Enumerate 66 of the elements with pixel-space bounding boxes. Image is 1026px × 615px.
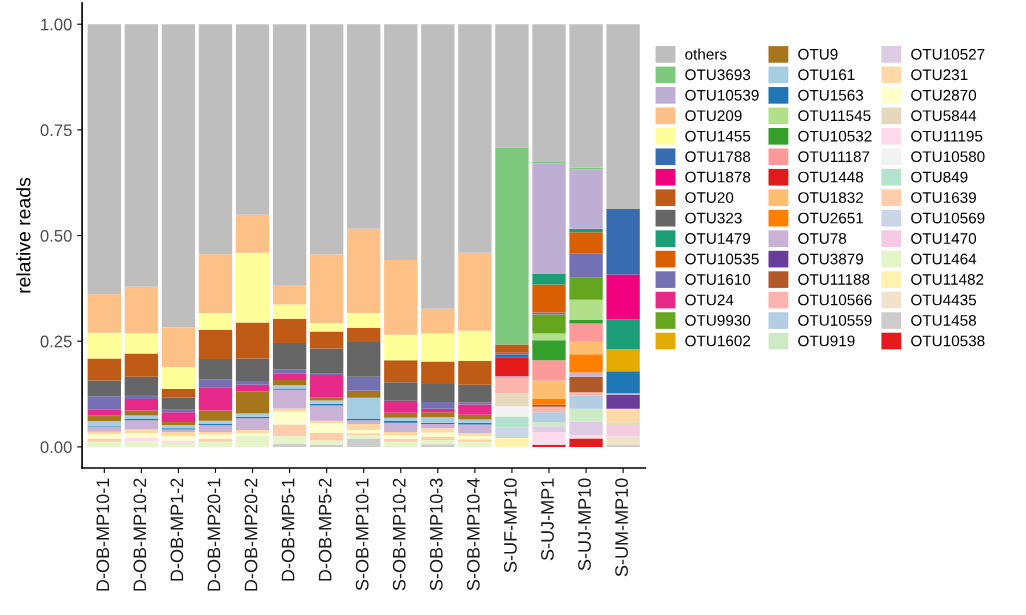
legend-label: OTU1602 xyxy=(685,335,751,347)
legend-label: others xyxy=(685,48,727,60)
legend-label: OTU1464 xyxy=(911,253,977,265)
legend-label: OTU2651 xyxy=(798,212,864,224)
legend-label: OTU5844 xyxy=(911,110,977,122)
legend-label: OTU11482 xyxy=(911,274,984,285)
y-tick-label: 0.75 xyxy=(40,124,72,137)
x-tick-label: S-UM-MP10 xyxy=(615,478,628,577)
legend-label: OTU10539 xyxy=(685,89,759,101)
legend-label: OTU10580 xyxy=(911,151,985,163)
x-tick-label: D-OB-MP10-1 xyxy=(96,478,110,591)
legend-label: OTU10538 xyxy=(911,335,985,347)
legend-label: OTU24 xyxy=(685,294,734,306)
legend-label: OTU11188 xyxy=(798,274,870,285)
legend-label: OTU1563 xyxy=(798,89,864,101)
x-tick-label: D-OB-MP10-2 xyxy=(133,478,147,591)
legend-label: OTU10569 xyxy=(911,212,985,224)
legend-label: OTU161 xyxy=(798,69,855,81)
x-tick-label: S-UJ-MP10 xyxy=(578,478,591,571)
legend-label: OTU10527 xyxy=(911,48,985,60)
legend-label: OTU1610 xyxy=(685,274,751,285)
legend-label: OTU9 xyxy=(798,48,838,60)
legend-label: OTU2870 xyxy=(911,89,977,101)
legend-label: OTU1788 xyxy=(685,151,751,163)
legend-label: OTU1479 xyxy=(685,233,751,244)
y-tick-label: 1.00 xyxy=(41,18,72,31)
legend-label: OTU1455 xyxy=(685,130,751,142)
legend-label: OTU209 xyxy=(685,110,742,122)
legend-label: OTU3879 xyxy=(798,253,864,265)
legend-label: OTU11195 xyxy=(911,130,983,142)
legend-label: OTU10559 xyxy=(798,315,872,326)
legend-label: OTU10535 xyxy=(685,253,759,265)
legend-label: OTU323 xyxy=(685,212,742,224)
x-tick-label: S-OB-MP10-4 xyxy=(466,478,480,591)
x-tick-label: S-OB-MP10-3 xyxy=(429,478,443,591)
x-tick-label: S-UF-MP10 xyxy=(504,478,517,573)
x-tick-label: D-OB-MP5-1 xyxy=(281,478,295,581)
legend-label: OTU919 xyxy=(798,335,855,347)
legend-label: OTU11545 xyxy=(798,110,871,122)
legend-label: OTU10566 xyxy=(798,294,872,306)
x-tick-label: S-OB-MP10-1 xyxy=(355,478,369,591)
legend-label: OTU1832 xyxy=(798,192,863,203)
legend-label: OTU20 xyxy=(685,192,734,203)
legend-label: OTU849 xyxy=(911,171,968,183)
y-tick-label: 0.50 xyxy=(40,229,72,242)
x-tick-label: S-OB-MP10-2 xyxy=(392,478,406,591)
legend-label: OTU3693 xyxy=(685,69,751,81)
x-tick-label: D-OB-MP20-1 xyxy=(207,478,221,591)
legend-label: OTU231 xyxy=(911,69,968,81)
legend-label: OTU10532 xyxy=(798,130,872,142)
legend-label: OTU1639 xyxy=(911,192,976,203)
legend-label: OTU9930 xyxy=(685,315,751,326)
legend-label: OTU1470 xyxy=(911,233,977,244)
x-tick-label: D-OB-MP1-2 xyxy=(170,478,184,581)
legend-label: OTU1448 xyxy=(798,171,864,183)
x-tick-label: D-OB-MP5-2 xyxy=(318,478,332,581)
y-axis-title: relative reads xyxy=(16,177,31,293)
y-tick-label: 0.25 xyxy=(40,335,72,348)
legend-label: OTU4435 xyxy=(911,294,977,306)
legend-label: OTU1878 xyxy=(685,171,751,183)
x-tick-label: D-OB-MP20-2 xyxy=(244,478,258,591)
legend-label: OTU78 xyxy=(798,233,847,244)
x-tick-label: S-UJ-MP1 xyxy=(541,478,554,561)
legend-label: OTU11187 xyxy=(798,151,870,163)
y-tick-label: 0.00 xyxy=(40,441,72,454)
legend-label: OTU1458 xyxy=(911,315,977,326)
